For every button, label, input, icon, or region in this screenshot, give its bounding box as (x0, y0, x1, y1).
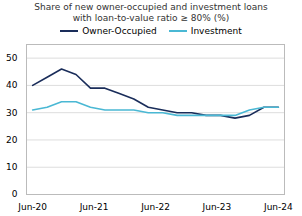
svg-text:Jun-24: Jun-24 (263, 201, 293, 211)
svg-text:Jun-23: Jun-23 (202, 201, 232, 211)
svg-text:20: 20 (6, 134, 18, 144)
html-text:Owner-Occupied: Owner-Occupied (82, 25, 157, 36)
svg-text:Jun-21: Jun-21 (79, 201, 109, 211)
svg-text:10: 10 (6, 162, 18, 172)
svg-text:0: 0 (12, 189, 18, 199)
html-text:Share of new owner-occupied an: Share of new owner-occupied and investme… (34, 2, 268, 23)
svg-text:30: 30 (6, 107, 18, 117)
html-text:Investment: Investment (190, 25, 242, 36)
svg-text:50: 50 (6, 53, 18, 63)
svg-text:40: 40 (6, 80, 18, 90)
svg-text:Jun-20: Jun-20 (17, 201, 47, 211)
svg-text:Jun-22: Jun-22 (140, 201, 170, 211)
